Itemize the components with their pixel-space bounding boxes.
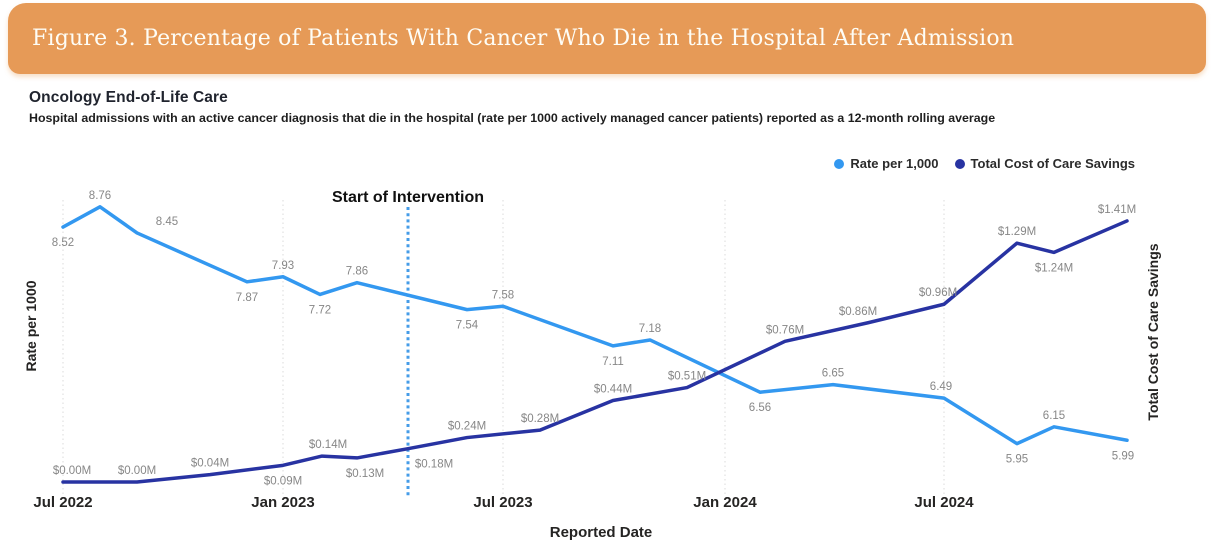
data-label: 6.65 <box>822 368 844 380</box>
data-label: 7.86 <box>346 266 368 278</box>
data-label: 7.18 <box>639 323 661 335</box>
chart-title: Oncology End-of-Life Care <box>29 89 228 106</box>
chart-subtitle: Hospital admissions with an active cance… <box>29 111 996 125</box>
legend: Rate per 1,000 Total Cost of Care Saving… <box>834 156 1135 171</box>
x-tick-label: Jul 2023 <box>473 494 532 511</box>
x-tick-label: Jan 2024 <box>693 494 757 511</box>
data-label: $0.44M <box>594 384 632 396</box>
data-label: $0.96M <box>919 287 957 299</box>
data-label: $1.41M <box>1098 204 1136 216</box>
data-label: $0.76M <box>766 324 804 336</box>
data-label: 5.95 <box>1006 454 1028 466</box>
data-label: 8.52 <box>52 237 74 249</box>
cost-line[interactable] <box>61 219 1129 484</box>
data-label: 7.54 <box>456 320 479 332</box>
data-label: 7.58 <box>492 289 514 301</box>
data-label: 7.93 <box>272 260 294 272</box>
data-label: 6.56 <box>749 402 771 414</box>
legend-label-cost: Total Cost of Care Savings <box>970 156 1135 171</box>
legend-label-rate: Rate per 1,000 <box>850 156 939 171</box>
data-label: $0.13M <box>346 468 384 480</box>
data-label: $0.00M <box>118 465 156 477</box>
data-label: $0.24M <box>448 421 486 433</box>
legend-item-rate[interactable]: Rate per 1,000 <box>834 156 939 171</box>
data-label: $1.24M <box>1035 262 1073 274</box>
legend-item-cost[interactable]: Total Cost of Care Savings <box>954 156 1135 171</box>
data-label: $0.04M <box>191 458 229 470</box>
data-label: $0.00M <box>53 465 91 477</box>
data-label: 8.76 <box>89 190 111 202</box>
data-label: $1.29M <box>998 226 1036 238</box>
right-axis-title: Total Cost of Care Savings <box>1145 243 1161 420</box>
data-label: $0.86M <box>839 306 877 318</box>
rate-series-dot-icon <box>834 158 845 169</box>
data-label: 7.11 <box>602 356 624 368</box>
data-label: 8.45 <box>156 216 178 228</box>
x-tick-label: Jan 2023 <box>251 494 314 511</box>
x-tick-label: Jul 2022 <box>33 494 92 511</box>
data-label: 7.87 <box>236 292 258 304</box>
x-axis-title: Reported Date <box>550 524 653 541</box>
chart-header: Oncology End-of-Life Care Hospital admis… <box>29 89 995 125</box>
data-label: 6.49 <box>930 381 952 393</box>
figure-banner: Figure 3. Percentage of Patients With Ca… <box>8 3 1206 74</box>
data-label: $0.51M <box>668 371 706 383</box>
data-label: $0.18M <box>415 459 453 471</box>
data-label: $0.09M <box>264 475 302 487</box>
data-label: 6.15 <box>1043 410 1065 422</box>
rate-line[interactable] <box>61 205 1129 446</box>
data-label: 5.99 <box>1112 450 1134 462</box>
data-label: $0.14M <box>309 439 347 451</box>
start-of-intervention-label: Start of Intervention <box>332 189 484 206</box>
figure-title: Figure 3. Percentage of Patients With Ca… <box>32 26 1015 51</box>
left-axis-title: Rate per 1000 <box>23 280 39 371</box>
cost-series-dot-icon <box>954 158 965 169</box>
data-label: $0.28M <box>521 413 559 425</box>
x-tick-label: Jul 2024 <box>914 494 974 511</box>
data-label: 7.72 <box>309 304 331 316</box>
